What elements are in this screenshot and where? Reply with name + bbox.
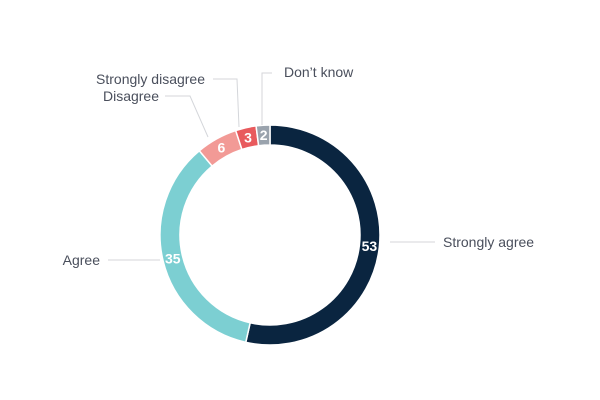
slice-strongly-agree	[244, 124, 381, 346]
category-label-agree: Agree	[63, 252, 101, 268]
leader-line-disagree	[165, 95, 209, 138]
leader-lines	[108, 72, 435, 261]
value-label-strongly-agree: 53	[362, 238, 378, 254]
value-labels: 53 35 6 3 2	[165, 127, 377, 266]
donut-slices	[159, 124, 381, 346]
category-label-don-t-know: Don’t know	[284, 64, 354, 80]
leader-line-don-t-know	[261, 72, 272, 125]
value-label-strongly-disagree: 3	[244, 129, 252, 145]
category-label-disagree: Disagree	[103, 88, 159, 104]
value-label-don-t-know: 2	[260, 127, 268, 143]
value-label-agree: 35	[165, 251, 181, 267]
value-label-disagree: 6	[217, 140, 225, 156]
slice-don-t-know	[255, 124, 271, 147]
category-label-strongly-disagree: Strongly disagree	[96, 71, 205, 87]
slice-agree	[159, 149, 252, 344]
leader-line-strongly-disagree	[213, 78, 240, 128]
category-label-strongly-agree: Strongly agree	[443, 234, 534, 250]
